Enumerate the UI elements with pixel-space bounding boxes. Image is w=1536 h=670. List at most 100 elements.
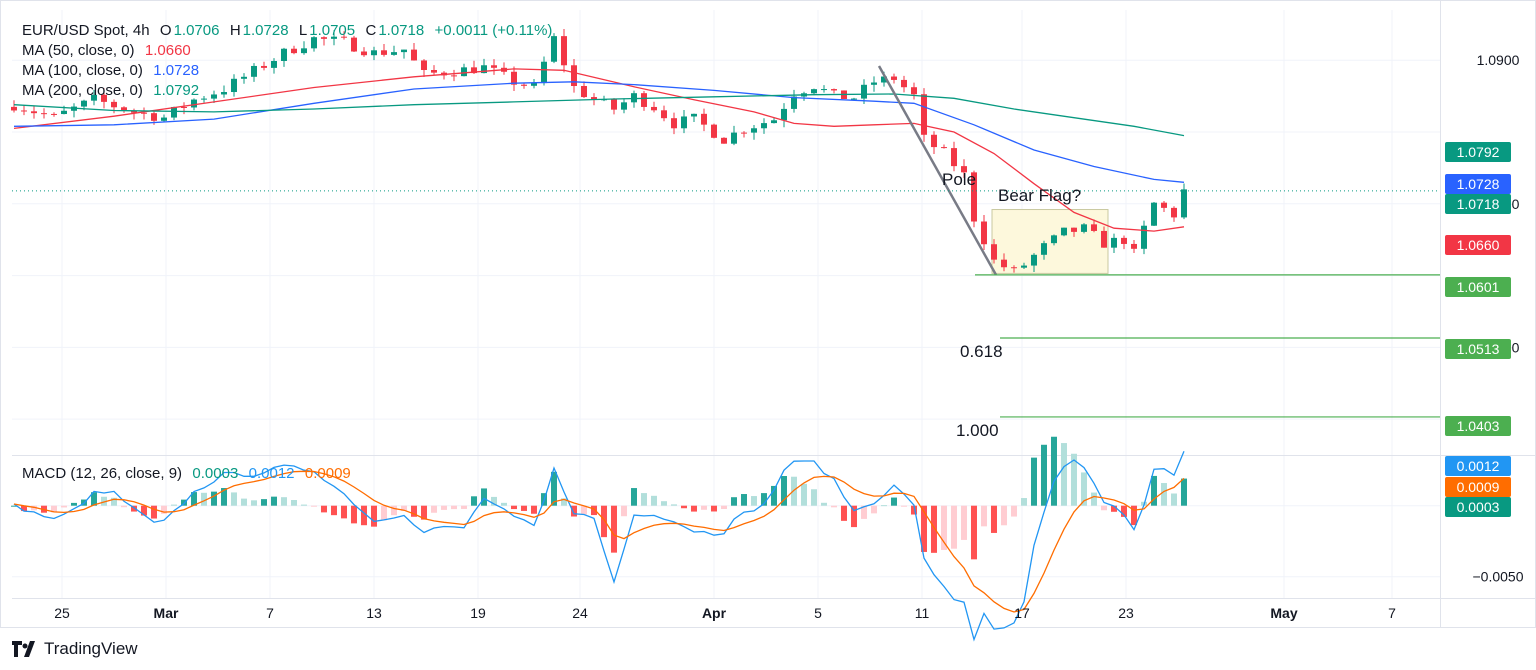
candle-body	[891, 76, 897, 80]
macd-hist-bar	[251, 500, 257, 506]
candle-body	[871, 82, 877, 85]
macd-hist-bar	[531, 505, 537, 514]
macd-hist-bar	[291, 500, 297, 506]
ma200-legend[interactable]: MA (200, close, 0) 1.0792	[22, 82, 201, 99]
candle-body	[881, 76, 887, 83]
price-badge-text: 1.0601	[1457, 279, 1500, 295]
macd-hist-bar	[1131, 505, 1137, 526]
candle-body	[701, 113, 707, 125]
macd-hist-bar	[481, 488, 487, 506]
candle-body	[321, 37, 327, 39]
candle-body	[531, 83, 537, 86]
candle-body	[241, 76, 247, 79]
time-tick-label: 11	[915, 605, 930, 621]
macd-hist-bar	[861, 505, 867, 519]
symbol-label[interactable]: EUR/USD Spot, 4h	[22, 22, 150, 39]
time-tick-label: 13	[366, 605, 382, 621]
macd-hist-bar	[401, 505, 407, 511]
macd-hist-bar	[451, 505, 457, 510]
macd-hist-bar	[631, 488, 637, 506]
macd-badge-bg	[1445, 497, 1511, 517]
candle-body	[731, 132, 737, 144]
time-tick-label: 17	[1014, 605, 1030, 621]
macd-hist-bar	[651, 495, 657, 506]
macd-hist-bar	[1151, 475, 1157, 506]
macd-label: MACD (12, 26, close, 9)	[22, 465, 183, 482]
price-badge-bg	[1445, 174, 1511, 194]
macd-hist-bar	[121, 505, 127, 508]
price-badge: 1.0513	[1445, 339, 1511, 359]
candle-body	[1041, 243, 1047, 255]
low-value: 1.0705	[309, 22, 356, 39]
macd-hist-bar	[461, 505, 467, 509]
macd-hist-bar	[1181, 478, 1187, 506]
candle-body	[361, 51, 367, 56]
pole-label: Pole	[942, 170, 976, 189]
macd-signal-value: 0.0009	[304, 465, 351, 482]
ma200-value: 1.0792	[153, 82, 200, 99]
candle-body	[591, 97, 597, 100]
close-value: 1.0718	[378, 22, 425, 39]
price-badge-bg	[1445, 416, 1511, 436]
macd-hist-bar	[1091, 492, 1097, 506]
macd-hist-bar	[721, 505, 727, 509]
candle-body	[451, 75, 457, 77]
macd-hist-bar	[131, 505, 137, 512]
macd-hist-bar	[371, 505, 377, 527]
candle-body	[851, 98, 857, 100]
macd-hist-bar	[761, 493, 767, 506]
candle-body	[381, 50, 387, 55]
candle-body	[191, 99, 197, 108]
macd-hist-bar	[511, 505, 517, 510]
candle-body	[861, 84, 867, 99]
candle-body	[11, 106, 17, 111]
macd-hist-bar	[921, 505, 927, 552]
candle-body	[391, 52, 397, 55]
time-tick-label: 24	[572, 605, 588, 621]
macd-hist-bar	[141, 505, 147, 516]
tradingview-branding[interactable]: TradingView	[12, 639, 138, 659]
price-badge-text: 1.0792	[1457, 144, 1500, 160]
candle-body	[121, 107, 127, 111]
macd-hist-bar	[771, 485, 777, 506]
ma100-legend[interactable]: MA (100, close, 0) 1.0728	[22, 62, 201, 79]
macd-signal-line	[13, 470, 1185, 613]
macd-hist-bar	[731, 497, 737, 506]
candle-body	[691, 113, 697, 117]
close-label: C	[365, 22, 377, 39]
candle-body	[401, 49, 407, 53]
macd-badge-text: 0.0003	[1457, 499, 1500, 515]
candle-body	[31, 111, 37, 114]
macd-hist-bar	[621, 505, 627, 517]
macd-hist-bar	[211, 491, 217, 506]
candle-body	[631, 93, 637, 103]
candle-body	[771, 120, 777, 124]
candle-body	[541, 61, 547, 84]
macd-hist-bar	[391, 505, 397, 516]
macd-hist-bar	[681, 505, 687, 509]
macd-hist-bar	[1121, 505, 1127, 517]
macd-legend[interactable]: MACD (12, 26, close, 9) 0.0003 0.0012 0.…	[22, 465, 353, 482]
candle-body	[1021, 265, 1027, 268]
macd-hist-bar	[161, 505, 167, 514]
candle-body	[671, 118, 677, 129]
macd-hist-bar	[981, 505, 987, 527]
macd-hist-bar	[381, 505, 387, 521]
ma50-legend[interactable]: MA (50, close, 0) 1.0660	[22, 42, 193, 59]
candle-body	[1031, 254, 1037, 266]
ma200-label: MA (200, close, 0)	[22, 82, 143, 99]
candle-body	[1011, 267, 1017, 269]
candle-body	[831, 89, 837, 91]
macd-hist-bar	[521, 505, 527, 511]
macd-hist-bar	[91, 492, 97, 506]
macd-hist-bar	[791, 476, 797, 506]
candle-body	[281, 48, 287, 61]
macd-hist-bar	[841, 505, 847, 521]
candle-body	[681, 116, 687, 129]
macd-hist-bar	[241, 498, 247, 506]
macd-hist-bar	[151, 505, 157, 519]
chart-background	[12, 0, 1536, 628]
macd-badge-bg	[1445, 477, 1511, 497]
candle-body	[571, 65, 577, 86]
price-badge-text: 1.0728	[1457, 176, 1500, 192]
